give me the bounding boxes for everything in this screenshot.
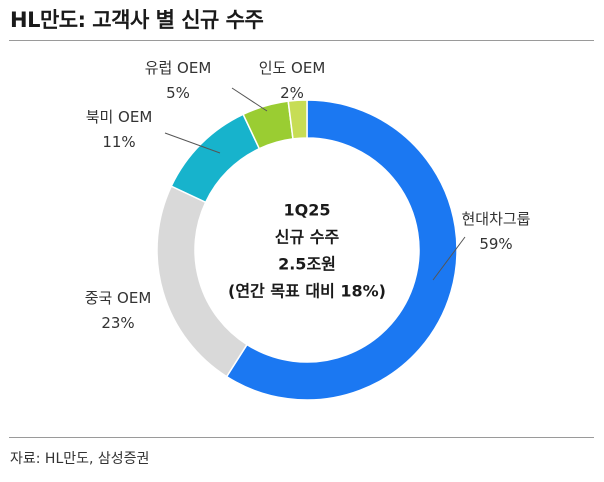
- source-divider: [9, 437, 594, 438]
- leader-line-현대차그룹: [432, 236, 466, 281]
- slice-value-label: 2%: [280, 84, 304, 102]
- title-divider: [9, 40, 594, 41]
- slice-category-label: 유럽 OEM: [145, 59, 212, 77]
- leader-line-유럽-oem: [231, 87, 268, 112]
- center-text-line: 1Q25: [284, 201, 331, 220]
- slice-value-label: 5%: [166, 84, 190, 102]
- center-text-line: 신규 수주: [275, 228, 340, 247]
- chart-title: HL만도: 고객사 별 신규 수주: [10, 8, 264, 32]
- center-label: 1Q25 신규 수주 2.5조원 (연간 목표 대비 18%): [228, 201, 386, 301]
- slice-category-label: 북미 OEM: [86, 108, 153, 126]
- center-text-line: 2.5조원: [278, 255, 336, 274]
- slice-value-label: 11%: [102, 133, 135, 151]
- source-note: 자료: HL만도, 삼성증권: [10, 451, 150, 467]
- slice-인도-oem: [287, 99, 308, 140]
- slice-value-label: 59%: [479, 235, 512, 253]
- donut-chart: 현대차그룹 59% 중국 OEM 23% 북미 OEM 11% 유럽 OEM 5% 인도 OEM…: [85, 59, 531, 401]
- slice-category-label: 인도 OEM: [259, 59, 326, 77]
- slice-category-label: 현대차그룹: [461, 210, 530, 228]
- slice-labels: 현대차그룹 59% 중국 OEM 23% 북미 OEM 11% 유럽 OEM 5% 인도 OEM…: [85, 59, 531, 332]
- center-text-line: (연간 목표 대비 18%): [228, 282, 386, 301]
- donut-slices: [156, 99, 458, 401]
- leader-line-북미-oem: [164, 132, 221, 154]
- slice-현대차그룹: [225, 99, 458, 401]
- leader-lines: [164, 87, 466, 281]
- slice-category-label: 중국 OEM: [85, 289, 152, 307]
- slice-북미-oem: [170, 113, 261, 204]
- slice-value-label: 23%: [101, 314, 134, 332]
